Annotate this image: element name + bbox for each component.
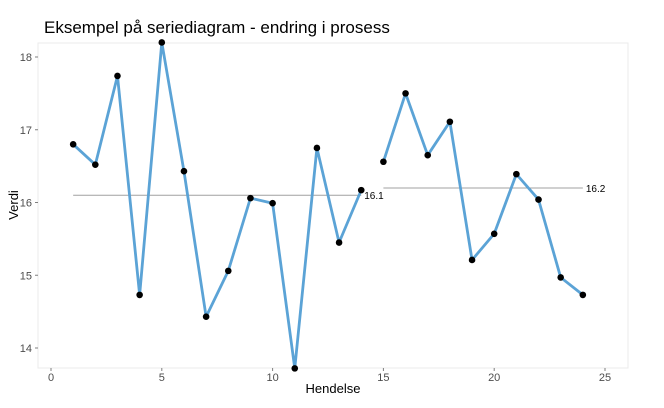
data-point bbox=[335, 239, 343, 246]
data-point bbox=[424, 151, 432, 159]
y-axis-title: Verdi bbox=[6, 190, 21, 220]
x-tick-label: 5 bbox=[159, 372, 165, 384]
data-point bbox=[202, 313, 210, 321]
data-point bbox=[513, 170, 520, 178]
data-point bbox=[224, 267, 232, 275]
series-line-1 bbox=[71, 41, 363, 370]
data-point bbox=[557, 274, 564, 281]
data-point bbox=[468, 256, 476, 264]
chart-title: Eksempel på seriediagram - endring i pro… bbox=[44, 18, 390, 37]
data-point bbox=[579, 291, 587, 299]
x-tick-label: 0 bbox=[48, 372, 54, 384]
y-tick-label: 15 bbox=[20, 270, 32, 282]
y-tick-label: 18 bbox=[20, 52, 32, 64]
data-point bbox=[247, 194, 254, 202]
series-line-2 bbox=[381, 91, 585, 297]
y-tick-label: 16 bbox=[20, 198, 32, 210]
data-point bbox=[291, 365, 299, 372]
y-tick-label: 17 bbox=[20, 125, 32, 137]
x-tick-label: 10 bbox=[266, 372, 278, 384]
data-point bbox=[380, 158, 387, 166]
data-point bbox=[402, 90, 409, 97]
data-point bbox=[357, 186, 365, 194]
y-tick-label: 14 bbox=[20, 343, 32, 355]
data-points bbox=[69, 39, 587, 372]
x-tick-label: 20 bbox=[488, 372, 500, 384]
data-point bbox=[446, 118, 454, 126]
y-axis-ticks: 14 15 16 17 18 bbox=[20, 52, 38, 355]
data-point bbox=[136, 291, 143, 299]
data-point bbox=[69, 141, 77, 148]
x-tick-label: 15 bbox=[377, 372, 389, 384]
data-point bbox=[180, 167, 188, 175]
x-axis-title: Hendelse bbox=[306, 381, 361, 396]
median-label-2: 16.2 bbox=[586, 184, 606, 195]
plot-panel bbox=[37, 42, 629, 369]
series-lines bbox=[71, 41, 585, 370]
x-axis-ticks: 0 5 10 15 20 25 bbox=[48, 368, 611, 384]
median-label-1: 16.1 bbox=[364, 191, 384, 202]
data-point bbox=[114, 72, 121, 80]
data-point bbox=[490, 230, 498, 238]
data-point bbox=[269, 199, 276, 207]
x-tick-label: 25 bbox=[599, 372, 611, 384]
data-point bbox=[158, 39, 166, 46]
data-point bbox=[535, 196, 542, 203]
data-point bbox=[92, 161, 99, 168]
data-point bbox=[313, 144, 321, 152]
